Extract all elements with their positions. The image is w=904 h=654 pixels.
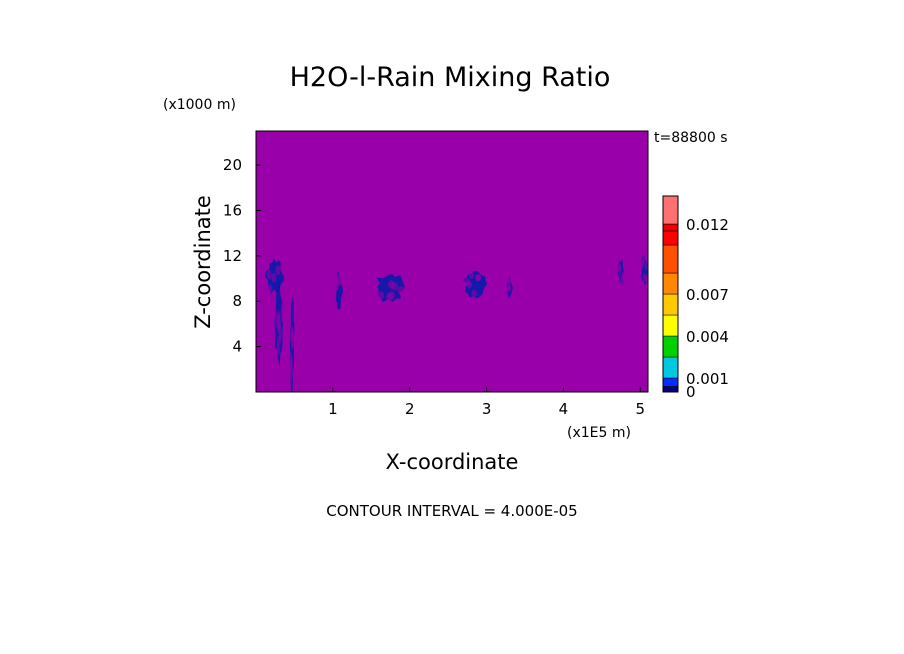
plot-frame xyxy=(255,130,649,393)
rain-features xyxy=(265,254,648,392)
rain-feature-gap xyxy=(280,263,285,273)
x-axis-title: X-coordinate xyxy=(386,450,519,474)
colorbar-frame xyxy=(662,195,679,393)
colorbar-tick-label: 0.007 xyxy=(686,286,729,304)
y-tick-label: 8 xyxy=(232,292,242,310)
colorbar xyxy=(662,195,679,393)
rain-feature-gap xyxy=(621,273,625,280)
colorbar-tick-label: 0.001 xyxy=(686,370,729,388)
rain-feature-gap xyxy=(617,273,621,281)
rain-feature-gap xyxy=(471,289,478,298)
colorbar-swatch xyxy=(662,272,679,295)
rain-feature-gap xyxy=(336,275,340,286)
y-units-label: (x1000 m) xyxy=(163,97,236,113)
colorbar-swatch xyxy=(662,223,679,232)
colorbar-swatch xyxy=(662,386,679,393)
rain-feature-gap xyxy=(280,302,285,323)
y-tick-label: 16 xyxy=(223,201,242,219)
colorbar-tick-label: 0.004 xyxy=(686,328,729,346)
rain-feature-gap xyxy=(279,284,285,294)
rain-feature-gap xyxy=(475,274,481,282)
colorbar-swatch xyxy=(662,377,679,387)
colorbar-tick-label: 0.012 xyxy=(686,216,729,234)
rain-feature-gap xyxy=(277,310,281,331)
rain-feature-gap xyxy=(510,278,514,285)
colorbar-swatch xyxy=(662,230,679,246)
colorbar-swatch xyxy=(662,244,679,274)
colorbar-tick-label: 0 xyxy=(686,383,696,401)
rain-feature-gap xyxy=(289,350,293,374)
rain-feature-gap xyxy=(618,263,622,271)
rain-feature-gap xyxy=(271,272,277,283)
rain-feature-gap xyxy=(468,271,475,279)
y-axis-ticks: 4 8 12 16 20 xyxy=(223,156,261,356)
x-units-label: (x1E5 m) xyxy=(567,425,631,441)
colorbar-swatch xyxy=(662,335,679,358)
colorbar-swatch xyxy=(662,293,679,316)
colorbar-swatch xyxy=(662,195,679,225)
rain-feature-gap xyxy=(291,327,294,350)
plot-background xyxy=(256,131,648,392)
y-tick-label: 20 xyxy=(223,156,242,174)
x-tick-label: 5 xyxy=(636,400,646,418)
plot-area xyxy=(255,130,649,393)
rain-feature-gap xyxy=(276,335,281,356)
x-tick-label: 3 xyxy=(482,400,492,418)
rain-feature-gap xyxy=(397,286,405,295)
rain-feature-gap xyxy=(289,319,292,343)
x-tick-label: 2 xyxy=(405,400,415,418)
rain-feature-gap xyxy=(391,282,399,291)
x-axis-ticks: 1 2 3 4 5 xyxy=(328,387,645,418)
colorbar-ticks: 00.001 0.004 0.007 0.012 xyxy=(686,216,729,401)
rain-feature-gap xyxy=(507,279,511,287)
y-tick-label: 12 xyxy=(223,247,242,265)
rain-feature-gap xyxy=(274,308,278,329)
colorbar-swatch xyxy=(662,356,679,379)
rain-feature-gap xyxy=(386,292,393,302)
x-tick-label: 4 xyxy=(559,400,569,418)
rain-feature-gap xyxy=(642,273,646,282)
rain-feature-gap xyxy=(275,265,281,276)
y-tick-label: 4 xyxy=(232,338,242,356)
contour-interval-note: CONTOUR INTERVAL = 4.000E-05 xyxy=(326,502,577,520)
rain-feature-gap xyxy=(267,284,273,295)
rain-feature-gap xyxy=(507,285,511,292)
rain-feature-gap xyxy=(266,269,272,280)
colorbar-swatch xyxy=(662,314,679,337)
chart-title: H2O-l-Rain Mixing Ratio xyxy=(290,62,611,93)
rain-feature-gap xyxy=(644,261,648,271)
y-axis-title: Z-coordinate xyxy=(191,195,215,329)
rain-feature-gap xyxy=(466,281,473,289)
time-label: t=88800 s xyxy=(654,130,728,146)
x-tick-label: 1 xyxy=(328,400,338,418)
rain-feature-gap xyxy=(377,291,385,300)
rain-feature-5 xyxy=(463,270,488,299)
rain-feature-gap xyxy=(640,261,644,271)
